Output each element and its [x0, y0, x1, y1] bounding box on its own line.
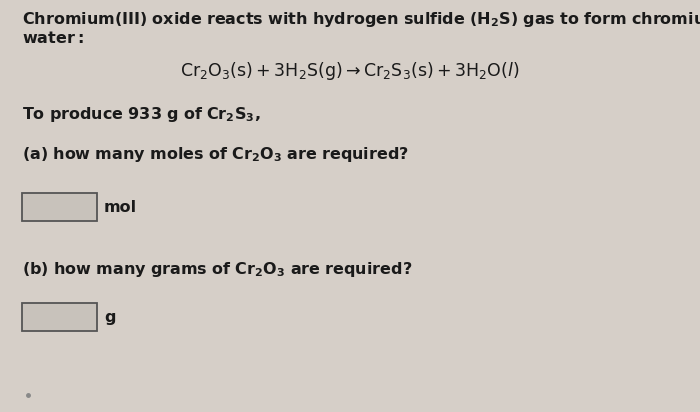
Text: $\mathbf{To\ produce\ 933\ g\ of\ Cr_2S_3,}$: $\mathbf{To\ produce\ 933\ g\ of\ Cr_2S_… [22, 105, 260, 124]
FancyBboxPatch shape [22, 303, 97, 331]
Text: $\mathbf{(a)\ how\ many\ moles\ of\ Cr_2O_3\ are\ required?}$: $\mathbf{(a)\ how\ many\ moles\ of\ Cr_2… [22, 145, 409, 164]
Text: g: g [104, 310, 116, 325]
Text: $\mathrm{Cr_2O_3(s) + 3H_2S(g) \rightarrow Cr_2S_3(s) + 3H_2O(\mathit{l})}$: $\mathrm{Cr_2O_3(s) + 3H_2S(g) \rightarr… [181, 60, 519, 82]
Text: $\mathbf{(b)\ how\ many\ grams\ of\ Cr_2O_3\ are\ required?}$: $\mathbf{(b)\ how\ many\ grams\ of\ Cr_2… [22, 260, 412, 279]
Text: $\mathbf{water:}$: $\mathbf{water:}$ [22, 30, 84, 46]
FancyBboxPatch shape [22, 193, 97, 221]
Text: $\mathbf{Chromium(III)\ oxide\ reacts\ with\ hydrogen\ sulfide\ (H_2S)\ gas\ to\: $\mathbf{Chromium(III)\ oxide\ reacts\ w… [22, 10, 700, 29]
Text: mol: mol [104, 200, 137, 215]
